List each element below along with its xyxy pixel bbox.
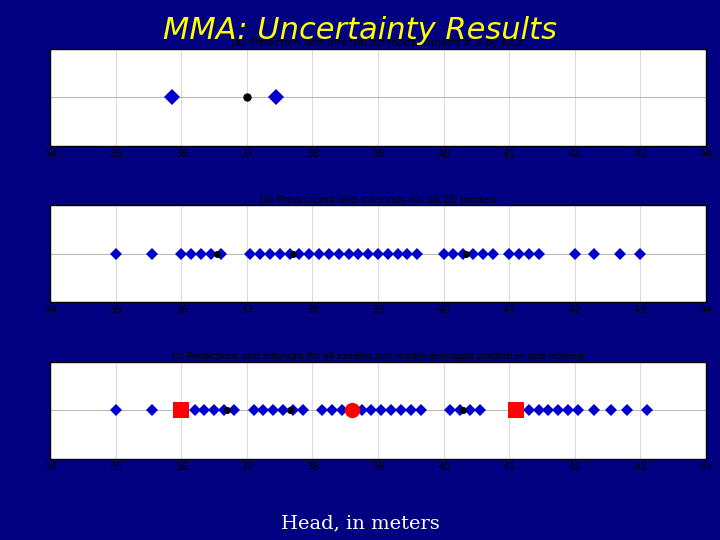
Text: MMA: Uncertainty Results: MMA: Uncertainty Results: [163, 16, 557, 45]
Text: Head, in meters: Head, in meters: [281, 514, 439, 532]
Title: (c) Predictions and intervals for all models and model-averaged prediction and i: (c) Predictions and intervals for all mo…: [171, 352, 585, 361]
Title: (b) Predictions and intervals for all 18 models: (b) Predictions and intervals for all 18…: [259, 194, 497, 205]
Title: (a) Prediction and interval for model ranked # 9 by AICc: (a) Prediction and interval for model ra…: [231, 38, 525, 48]
